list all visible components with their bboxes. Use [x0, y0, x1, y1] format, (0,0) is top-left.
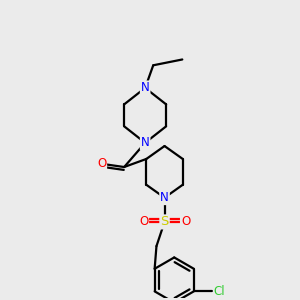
Text: Cl: Cl: [214, 285, 226, 298]
Text: O: O: [181, 215, 190, 228]
Text: N: N: [160, 191, 169, 204]
Text: N: N: [141, 81, 149, 94]
Text: O: O: [139, 215, 148, 228]
Text: O: O: [97, 157, 106, 170]
Text: S: S: [160, 215, 169, 228]
Text: N: N: [141, 136, 149, 149]
